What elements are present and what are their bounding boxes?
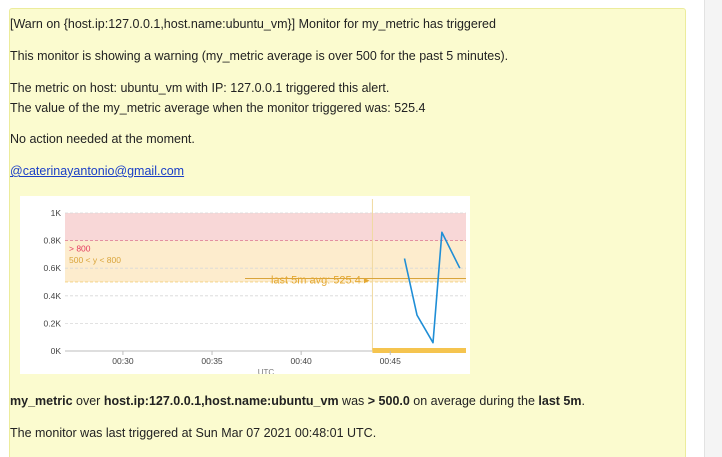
x-tick-label: 00:35 (201, 356, 223, 366)
x-axis-label: UTC (258, 368, 275, 374)
series-line-0 (403, 231, 461, 344)
last-triggered: The monitor was last triggered at Sun Ma… (10, 426, 377, 440)
summary-metric: my_metric (10, 394, 73, 408)
warn-threshold-label: 500 < y < 800 (69, 255, 121, 265)
alert-action-line: No action needed at the moment. (10, 132, 195, 146)
y-tick-label: 0K (51, 346, 62, 356)
metric-chart: 0K 0.2K 0.4K 0.6K 0.8K 1K > 800 500 < y < 800 la… (20, 196, 470, 374)
email-line: @caterinayantonio@gmail.com (10, 164, 184, 178)
alert-host-line: The metric on host: ubuntu_vm with IP: 1… (10, 81, 390, 95)
threshold-band-1 (65, 240, 466, 282)
summary-over: over (72, 394, 104, 408)
trigger-summary: my_metric over host.ip:127.0.0.1,host.na… (10, 394, 585, 408)
x-tick-label: 00:40 (291, 356, 313, 366)
threshold-band-0 (65, 213, 466, 241)
x-tick-label: 00:45 (380, 356, 402, 366)
alert-value-line: The value of the my_metric average when … (10, 101, 426, 115)
x-tick-label: 00:30 (112, 356, 134, 366)
summary-threshold: > 500.0 (367, 394, 410, 408)
summary-window: last 5m (538, 394, 582, 408)
alert-threshold-label: > 800 (69, 244, 91, 254)
summary-scope: host.ip:127.0.0.1,host.name:ubuntu_vm (103, 394, 339, 408)
y-tick-label: 0.4K (44, 291, 62, 301)
avg-annotation-label: last 5m avg: 525.4 ▸ (271, 274, 370, 286)
email-link[interactable]: @caterinayantonio@gmail.com (10, 164, 185, 178)
summary-end: . (581, 394, 585, 408)
y-tick-label: 0.2K (44, 318, 62, 328)
scrollbar[interactable] (704, 0, 722, 457)
y-tick-label: 0.8K (44, 236, 62, 246)
summary-ondata: on average during the (409, 394, 539, 408)
summary-was: was (338, 394, 368, 408)
alert-summary: This monitor is showing a warning (my_me… (10, 49, 509, 63)
y-tick-label: 1K (51, 208, 62, 218)
y-tick-label: 0.6K (44, 263, 62, 273)
window-bar (372, 348, 466, 353)
alert-title: [Warn on {host.ip:127.0.0.1,host.name:ub… (10, 17, 496, 31)
